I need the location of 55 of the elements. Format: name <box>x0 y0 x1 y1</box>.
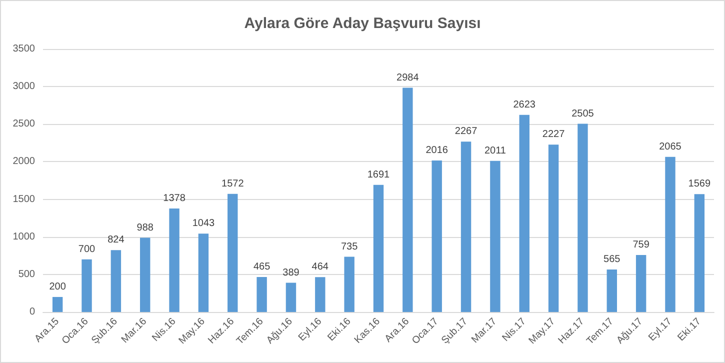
bar <box>198 234 209 312</box>
bar <box>110 250 122 312</box>
data-label: 2984 <box>396 72 420 84</box>
data-label: 2505 <box>572 108 594 120</box>
data-label: 700 <box>78 244 96 255</box>
data-label: 2065 <box>659 141 682 152</box>
bar <box>432 160 442 312</box>
data-label: 1569 <box>688 178 711 190</box>
bar <box>578 124 588 312</box>
data-label: 2227 <box>542 129 566 140</box>
data-label: 988 <box>136 222 154 234</box>
bar <box>344 256 354 312</box>
data-label: 200 <box>49 281 66 292</box>
data-label: 824 <box>108 234 125 246</box>
bar <box>490 160 500 312</box>
y-tick-label: 3000 <box>12 81 36 92</box>
bar <box>694 194 705 312</box>
bar <box>636 254 646 312</box>
y-tick-label: 0 <box>29 306 36 318</box>
data-label: 1691 <box>367 169 390 180</box>
bar <box>82 259 92 312</box>
data-label: 1043 <box>192 218 216 230</box>
data-label: 2016 <box>426 145 448 156</box>
data-label: 759 <box>632 239 650 250</box>
y-tick-label: 2000 <box>12 156 36 168</box>
data-label: 464 <box>312 262 329 273</box>
bar <box>228 194 238 312</box>
bar <box>140 238 150 312</box>
bar <box>548 144 559 312</box>
data-label: 2267 <box>454 126 478 138</box>
y-tick-label: 2500 <box>12 118 36 130</box>
bar <box>256 277 267 312</box>
y-tick-label: 500 <box>18 268 36 280</box>
bar <box>315 277 326 312</box>
data-label: 1572 <box>222 178 244 190</box>
y-tick-label: 3500 <box>12 44 36 54</box>
data-label: 465 <box>253 262 271 273</box>
data-label: 1378 <box>163 192 186 204</box>
y-tick-label: 1000 <box>12 231 36 242</box>
chart-title: Aylara Göre Aday Başvuru Sayısı <box>244 15 481 32</box>
bar <box>665 156 676 312</box>
bar <box>373 184 384 312</box>
data-label: 735 <box>340 241 358 252</box>
data-label: 565 <box>604 254 621 266</box>
bar <box>519 114 530 312</box>
data-label: 389 <box>282 267 300 278</box>
bar <box>169 208 180 312</box>
data-label: 2623 <box>513 99 536 110</box>
bar <box>402 88 413 312</box>
y-tick-label: 1500 <box>12 194 36 205</box>
bar <box>460 142 472 312</box>
bar <box>286 282 296 312</box>
bar <box>52 296 63 312</box>
bar <box>606 270 617 312</box>
data-label: 2011 <box>484 145 506 156</box>
